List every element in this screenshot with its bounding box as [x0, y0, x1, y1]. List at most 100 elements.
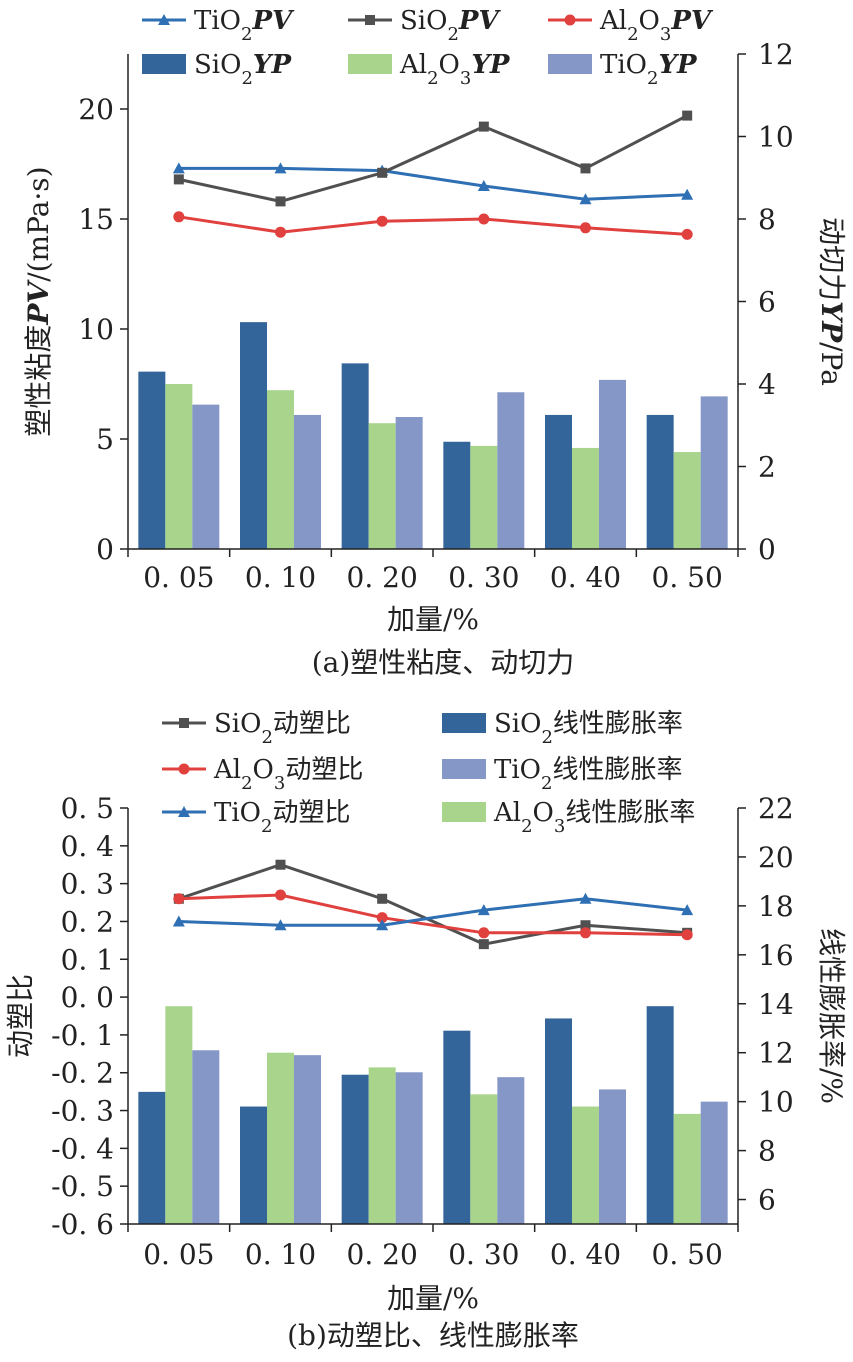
point-sio2pv-0 — [173, 174, 184, 185]
bar-tio2-5 — [700, 1101, 728, 1224]
x-tick-label: 0. 20 — [347, 1238, 418, 1271]
point-al2o3pv-2 — [376, 215, 388, 227]
point-sio2pv-1 — [275, 196, 286, 207]
bar-tio2yp-2 — [395, 417, 423, 549]
line-al2o3 — [178, 893, 688, 937]
point-al2o3pv-0 — [173, 211, 185, 223]
left-tick-label: -0. 5 — [51, 1170, 114, 1203]
bar-al2o3-3 — [470, 1094, 498, 1224]
legend-sio2-label: SiO2动塑比 — [214, 709, 351, 748]
legend-tio2pv-legend-marker — [158, 14, 170, 25]
point-sio2-1 — [275, 859, 286, 870]
bar-al2o3-2 — [368, 1067, 396, 1224]
bar-sio2yp-5 — [646, 414, 674, 549]
legend-tio2yp-label: TiO2YP — [600, 50, 698, 89]
point-tio2-5 — [681, 904, 694, 916]
legend-tio2yp-legend-swatch — [548, 54, 592, 74]
bar-sio2yp-4 — [545, 414, 572, 549]
left-tick-label: 0. 4 — [61, 830, 114, 863]
figure-caption: (b)动塑比、线性膨胀率 — [287, 1319, 579, 1352]
legend-tio2-legend-marker — [178, 806, 190, 817]
bar-sio2-0 — [138, 1091, 166, 1224]
bar-tio2-3 — [497, 1077, 525, 1224]
point-sio2-3 — [478, 939, 489, 950]
legend-al2o3pv-legend-marker — [564, 14, 576, 26]
figure-caption: (a)塑性粘度、动切力 — [312, 646, 575, 679]
right-tick-label: 22 — [758, 792, 794, 825]
x-tick-label: 0. 40 — [550, 1238, 621, 1271]
bar-tio2-2 — [395, 1072, 423, 1224]
legend-tio2-label: TiO2线性膨胀率 — [494, 755, 682, 794]
point-tio2-2 — [376, 919, 389, 931]
point-al2o3pv-5 — [681, 228, 693, 240]
bar-tio2yp-3 — [497, 392, 525, 549]
point-al2o3-3 — [478, 927, 490, 939]
line-sio2pv — [178, 114, 688, 203]
left-tick-label: -0. 3 — [51, 1095, 114, 1128]
point-al2o3pv-1 — [275, 226, 286, 238]
right-tick-label: 2 — [758, 451, 776, 484]
point-al2o3pv-3 — [478, 213, 490, 225]
x-tick-label: 0. 20 — [347, 561, 418, 594]
bar-al2o3-0 — [165, 1006, 193, 1224]
bar-sio2-4 — [545, 1018, 572, 1224]
point-tio2pv-3 — [477, 180, 490, 191]
left-tick-label: 5 — [96, 423, 114, 456]
left-axis-title: 动塑比 — [4, 974, 37, 1058]
right-tick-label: 6 — [758, 286, 776, 319]
x-tick-label: 0. 10 — [245, 1238, 316, 1271]
bar-al2o3-5 — [673, 1113, 701, 1224]
right-tick-label: 10 — [758, 1086, 794, 1119]
legend-tio2-label: TiO2动塑比 — [214, 798, 350, 837]
legend-al2o3-legend-swatch — [442, 802, 486, 822]
point-sio2-4 — [580, 920, 591, 931]
left-tick-label: 0. 3 — [61, 868, 114, 901]
line-tio2pv — [178, 166, 688, 201]
right-tick-label: 6 — [758, 1184, 776, 1217]
right-tick-label: 16 — [758, 939, 794, 972]
bar-tio2yp-1 — [294, 414, 321, 549]
right-axis-title: 线性膨胀率/% — [815, 928, 848, 1104]
point-al2o3-4 — [580, 927, 591, 939]
bar-sio2-1 — [240, 1106, 267, 1224]
x-tick-label: 0. 50 — [652, 561, 723, 594]
point-al2o3-5 — [681, 929, 693, 941]
left-tick-label: 0. 1 — [61, 943, 114, 976]
legend-al2o3pv-label: Al2O3PV — [599, 6, 714, 45]
x-tick-label: 0. 40 — [550, 561, 621, 594]
point-sio2pv-5 — [682, 110, 693, 121]
left-tick-label: 0. 2 — [61, 905, 114, 938]
bar-al2o3yp-3 — [470, 445, 498, 549]
legend-tio2pv-label: TiO2PV — [194, 6, 295, 45]
legend-al2o3-label: Al2O3动塑比 — [213, 755, 363, 794]
point-tio2pv-0 — [172, 162, 185, 174]
legend-sio2yp-legend-swatch — [142, 54, 186, 74]
line-al2o3pv — [178, 215, 688, 236]
right-tick-label: 18 — [758, 890, 794, 923]
right-tick-label: 0 — [758, 533, 776, 566]
right-tick-label: 4 — [758, 368, 776, 401]
point-tio2pv-5 — [681, 188, 694, 200]
point-al2o3-2 — [376, 912, 388, 924]
bar-tio2yp-0 — [192, 404, 220, 549]
bar-al2o3-1 — [267, 1052, 294, 1224]
bar-tio2-1 — [294, 1055, 321, 1224]
bar-tio2yp-5 — [700, 396, 728, 549]
x-tick-label: 0. 30 — [448, 561, 519, 594]
bar-tio2yp-4 — [599, 379, 626, 549]
point-tio2pv-1 — [274, 162, 287, 174]
legend-sio2-legend-swatch — [442, 713, 486, 733]
point-sio2pv-2 — [377, 167, 388, 178]
legend-tio2-legend-swatch — [442, 759, 486, 779]
right-tick-label: 14 — [758, 988, 794, 1021]
point-tio2-1 — [274, 919, 287, 931]
left-axis-title: 塑性粘度PV/(mPa·s) — [22, 166, 55, 436]
x-tick-label: 0. 50 — [652, 1238, 723, 1271]
bar-al2o3yp-4 — [572, 447, 599, 549]
bar-al2o3yp-2 — [368, 423, 396, 549]
x-axis-title: 加量/% — [387, 1282, 479, 1315]
point-al2o3pv-4 — [580, 222, 591, 234]
bar-tio2-4 — [599, 1089, 626, 1224]
x-axis-title: 加量/% — [387, 603, 479, 636]
